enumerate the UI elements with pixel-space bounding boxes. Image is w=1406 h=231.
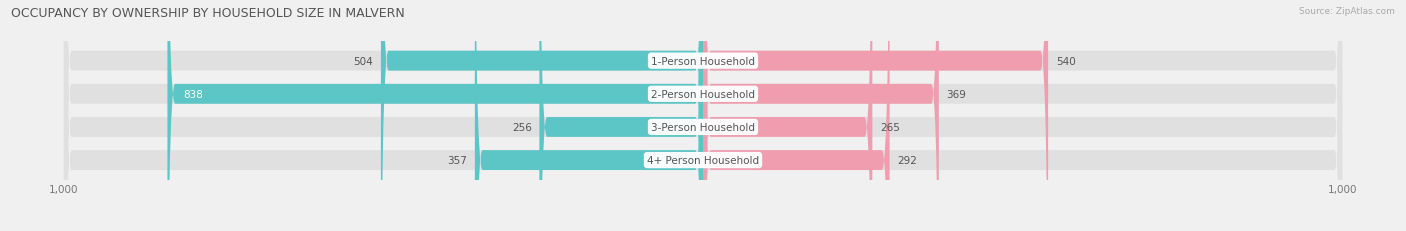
Text: 292: 292 [897,155,917,165]
FancyBboxPatch shape [703,0,1047,231]
Text: 369: 369 [946,89,966,99]
FancyBboxPatch shape [63,0,1343,231]
FancyBboxPatch shape [540,0,703,231]
FancyBboxPatch shape [703,0,890,231]
FancyBboxPatch shape [381,0,703,231]
FancyBboxPatch shape [63,0,1343,231]
Text: 4+ Person Household: 4+ Person Household [647,155,759,165]
Text: 265: 265 [880,122,900,132]
Text: 256: 256 [512,122,531,132]
Text: 2-Person Household: 2-Person Household [651,89,755,99]
FancyBboxPatch shape [167,0,703,231]
Text: 1-Person Household: 1-Person Household [651,56,755,66]
Text: 357: 357 [447,155,467,165]
Text: 838: 838 [183,89,204,99]
Text: OCCUPANCY BY OWNERSHIP BY HOUSEHOLD SIZE IN MALVERN: OCCUPANCY BY OWNERSHIP BY HOUSEHOLD SIZE… [11,7,405,20]
FancyBboxPatch shape [475,0,703,231]
Text: Source: ZipAtlas.com: Source: ZipAtlas.com [1299,7,1395,16]
FancyBboxPatch shape [703,0,872,231]
Text: 504: 504 [353,56,373,66]
FancyBboxPatch shape [63,0,1343,231]
Text: 540: 540 [1056,56,1076,66]
FancyBboxPatch shape [703,0,939,231]
FancyBboxPatch shape [63,0,1343,231]
Text: 3-Person Household: 3-Person Household [651,122,755,132]
